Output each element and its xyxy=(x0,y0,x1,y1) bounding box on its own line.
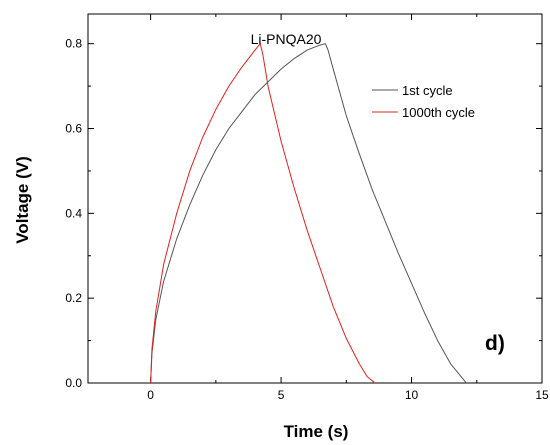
plot-frame xyxy=(87,13,543,384)
legend: 1st cycle 1000th cycle xyxy=(372,83,475,120)
y-tick-label: 0.4 xyxy=(65,206,82,220)
series-line-1 xyxy=(150,43,467,384)
y-tick-label: 0.8 xyxy=(65,37,82,51)
y-tick-label: 0.0 xyxy=(65,376,82,390)
axis-ticks: 0 5 10 15 0.0 0.2 0.4 0.6 0.8 xyxy=(65,14,549,402)
x-tick-label: 15 xyxy=(535,388,549,402)
x-axis-title: Time (s) xyxy=(284,422,349,441)
x-tick-label: 10 xyxy=(405,388,419,402)
x-tick-label: 0 xyxy=(147,388,154,402)
panel-label: d) xyxy=(485,332,505,355)
series-lines xyxy=(150,43,467,384)
x-tick-label: 5 xyxy=(278,388,285,402)
series-line-2 xyxy=(150,43,376,384)
y-axis-title: Voltage (V) xyxy=(13,156,32,244)
chart-title: Li-PNQA20 xyxy=(251,31,322,47)
y-tick-label: 0.2 xyxy=(65,291,82,305)
legend-label-1: 1st cycle xyxy=(402,83,453,98)
legend-label-2: 1000th cycle xyxy=(402,105,475,120)
y-tick-label: 0.6 xyxy=(65,122,82,136)
